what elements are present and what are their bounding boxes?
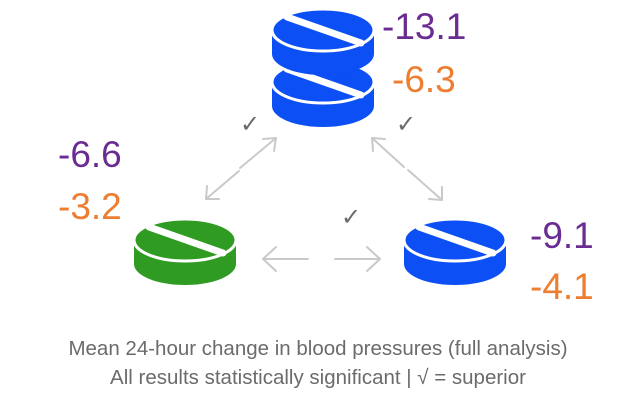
- right-systolic-value: -9.1: [530, 215, 594, 256]
- check-icon-bottom: ✓: [341, 203, 361, 231]
- left-systolic-value: -6.6: [58, 134, 122, 175]
- combination-diastolic-value: -6.3: [392, 59, 456, 100]
- caption-line-1: Mean 24-hour change in blood pressures (…: [68, 337, 567, 360]
- check-icon-top-left: ✓: [240, 110, 260, 138]
- right-diastolic-value: -4.1: [530, 266, 594, 307]
- left-diastolic-value: -3.2: [58, 186, 122, 227]
- arrow-top-to-left-icon: [205, 170, 240, 200]
- check-icon-top-right: ✓: [396, 110, 416, 138]
- combination-double-pill-icon: [270, 7, 376, 127]
- left-green-pill-icon: [132, 217, 238, 285]
- arrow-left-to-right-icon: [334, 246, 381, 272]
- arrow-right-to-top-icon: [371, 137, 405, 168]
- upper-blue-pill: [270, 7, 376, 75]
- arrow-left-to-top-icon: [239, 137, 277, 169]
- caption-line-2: All results statistically significant | …: [110, 366, 526, 389]
- arrow-top-to-right-icon: [407, 169, 443, 201]
- arrow-right-to-left-icon: [262, 246, 309, 272]
- right-blue-pill-icon: [402, 217, 508, 285]
- combination-systolic-value: -13.1: [382, 6, 466, 47]
